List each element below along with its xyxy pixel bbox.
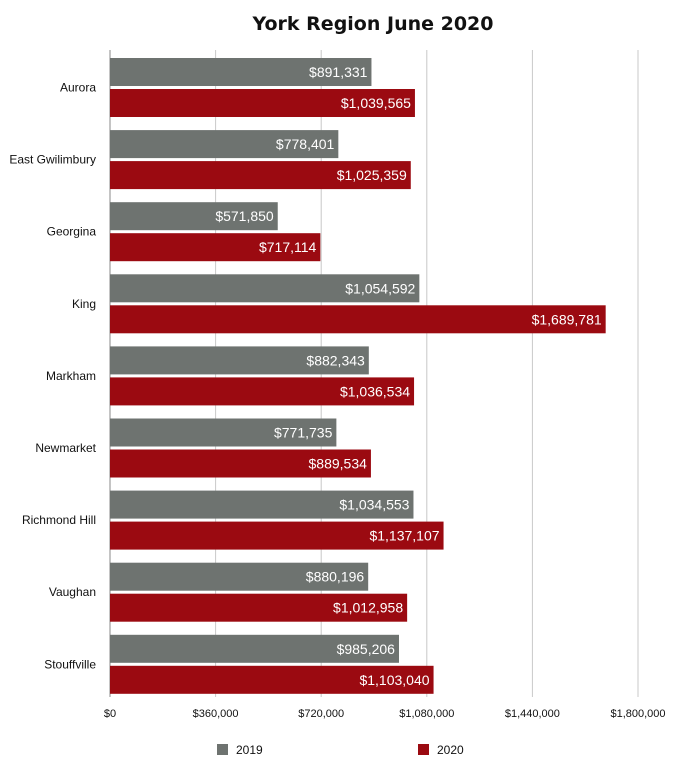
bar-2020: [110, 89, 415, 117]
bar-2019: [110, 346, 369, 375]
bar-2020: [110, 161, 411, 190]
legend-label: 2020: [437, 743, 464, 757]
data-label: $1,103,040: [359, 672, 429, 688]
data-label: $771,735: [274, 425, 333, 441]
bar-2020: [110, 593, 408, 622]
category-label: Newmarket: [35, 441, 96, 455]
bar-2019: [110, 274, 420, 303]
bar-2020: [110, 449, 371, 478]
x-tick-label: $0: [104, 708, 116, 720]
bar-2019: [110, 562, 369, 591]
bar-2019: [110, 130, 339, 159]
bar-2019: [110, 490, 414, 519]
data-label: $717,114: [259, 239, 317, 255]
data-label: $1,689,781: [532, 311, 602, 327]
chart-title: York Region June 2020: [251, 13, 493, 35]
category-label: Vaughan: [49, 585, 96, 599]
data-label: $1,012,958: [333, 600, 403, 616]
x-tick-label: $1,440,000: [505, 708, 560, 720]
category-label: Aurora: [60, 81, 96, 95]
x-tick-label: $360,000: [193, 708, 239, 720]
category-label: Richmond Hill: [22, 513, 96, 527]
category-label: Markham: [46, 369, 96, 383]
data-label: $985,206: [337, 641, 396, 657]
bar-2019: [110, 418, 337, 447]
x-axis-ticks: $0 $360,000 $720,000 $1,080,000 $1,440,000 $1…: [104, 708, 666, 720]
data-label: $882,343: [306, 352, 365, 368]
legend-swatch: [217, 744, 228, 755]
bar-2020: [110, 305, 606, 334]
category-label: Georgina: [47, 225, 97, 239]
x-tick-label: $720,000: [298, 708, 344, 720]
data-label: $1,034,553: [339, 497, 409, 513]
bar-2019: [110, 634, 399, 663]
bar-2020: [110, 377, 415, 406]
data-label: $891,331: [309, 64, 368, 80]
category-label: Stouffville: [44, 657, 96, 671]
category-label: East Gwilimbury: [9, 153, 96, 167]
category-label: King: [72, 297, 96, 311]
data-label: $778,401: [276, 136, 335, 152]
data-label: $1,036,534: [340, 383, 410, 399]
legend-label: 2019: [236, 743, 263, 757]
data-label: $880,196: [306, 569, 365, 585]
bar-2020: [110, 521, 444, 550]
bar-2020: [110, 233, 321, 262]
bar-2019: [110, 202, 278, 231]
bar-2019: [110, 58, 372, 86]
category-labels: Aurora East Gwilimbury Georgina King Markham…: [9, 81, 96, 672]
bars: $891,331 $1,039,565 $778,401$1,025,359 $571…: [110, 58, 606, 694]
data-label: $1,054,592: [345, 280, 415, 296]
data-label: $1,039,565: [341, 95, 411, 111]
legend-swatch: [418, 744, 429, 755]
data-label: $889,534: [309, 456, 368, 472]
legend: 2019 2020: [217, 743, 464, 757]
x-tick-label: $1,080,000: [399, 708, 454, 720]
bar-2020: [110, 665, 434, 694]
data-label: $571,850: [215, 208, 274, 224]
data-label: $1,025,359: [337, 167, 407, 183]
data-label: $1,137,107: [369, 528, 439, 544]
x-tick-label: $1,800,000: [610, 708, 665, 720]
